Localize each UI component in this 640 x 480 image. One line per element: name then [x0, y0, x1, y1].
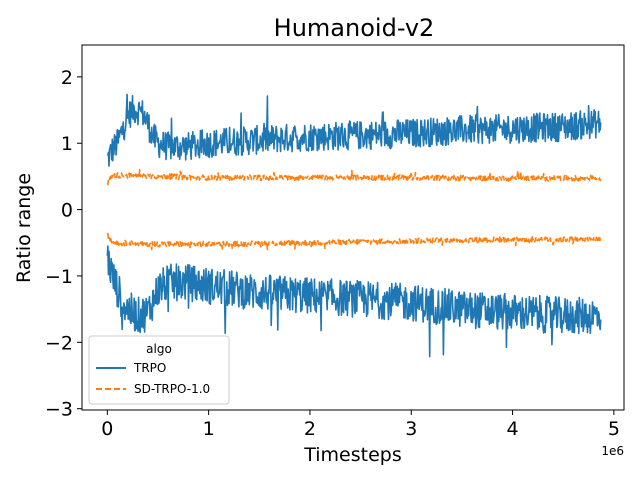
- legend: algo TRPO SD-TRPO-1.0: [88, 335, 230, 405]
- plot-frame: [81, 44, 625, 411]
- series-line-sd-trpo-1-0-lower: [106, 232, 602, 251]
- legend-entry-sd-trpo: SD-TRPO-1.0: [134, 382, 210, 396]
- y-axis: −3 −2 −1 0 1 2: [45, 67, 82, 421]
- x-tick-label: 3: [405, 418, 417, 440]
- y-tick-label: −2: [45, 332, 73, 354]
- y-tick-label: −3: [45, 399, 73, 421]
- x-tick-label: 2: [304, 418, 316, 440]
- y-axis-label: Ratio range: [13, 173, 35, 283]
- series-line-trpo-lower: [106, 245, 602, 358]
- y-tick-label: −1: [45, 266, 73, 288]
- x-axis-offset-label: 1e6: [601, 444, 624, 458]
- x-tick-label: 1: [203, 418, 215, 440]
- x-tick-label: 5: [608, 418, 620, 440]
- x-tick-label: 4: [507, 418, 519, 440]
- series-line-trpo-upper: [106, 93, 602, 167]
- chart-title: Humanoid-v2: [274, 14, 435, 42]
- plot-lines: [106, 93, 602, 358]
- y-tick-label: 1: [61, 133, 73, 155]
- y-tick-label: 0: [61, 200, 73, 222]
- series-line-sd-trpo-1-0-upper: [106, 168, 602, 186]
- legend-title: algo: [146, 342, 172, 356]
- y-tick-label: 2: [61, 67, 73, 89]
- x-axis: 0 1 2 3 4 5: [101, 410, 620, 440]
- x-tick-label: 0: [101, 418, 113, 440]
- legend-box: [88, 335, 230, 405]
- legend-entry-trpo: TRPO: [133, 361, 166, 375]
- x-axis-label: Timesteps: [303, 444, 402, 466]
